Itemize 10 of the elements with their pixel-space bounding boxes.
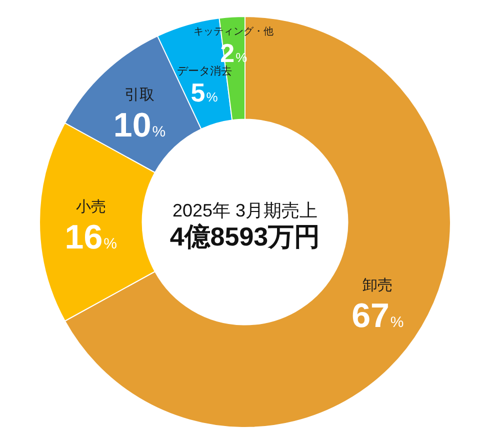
- data-label: 16%: [64, 218, 117, 257]
- data-label: 67%: [352, 297, 404, 336]
- text: 2025年 3月期売上: [172, 200, 318, 220]
- text: 4億8593万円: [170, 222, 320, 252]
- slice-label: データ消去: [176, 64, 232, 78]
- slice-label: 引取: [124, 86, 154, 104]
- slice-label: 小売: [76, 198, 106, 216]
- slice-label: 卸売: [362, 277, 393, 294]
- data-label: 10%: [113, 106, 166, 144]
- data-label: 5%: [190, 78, 218, 108]
